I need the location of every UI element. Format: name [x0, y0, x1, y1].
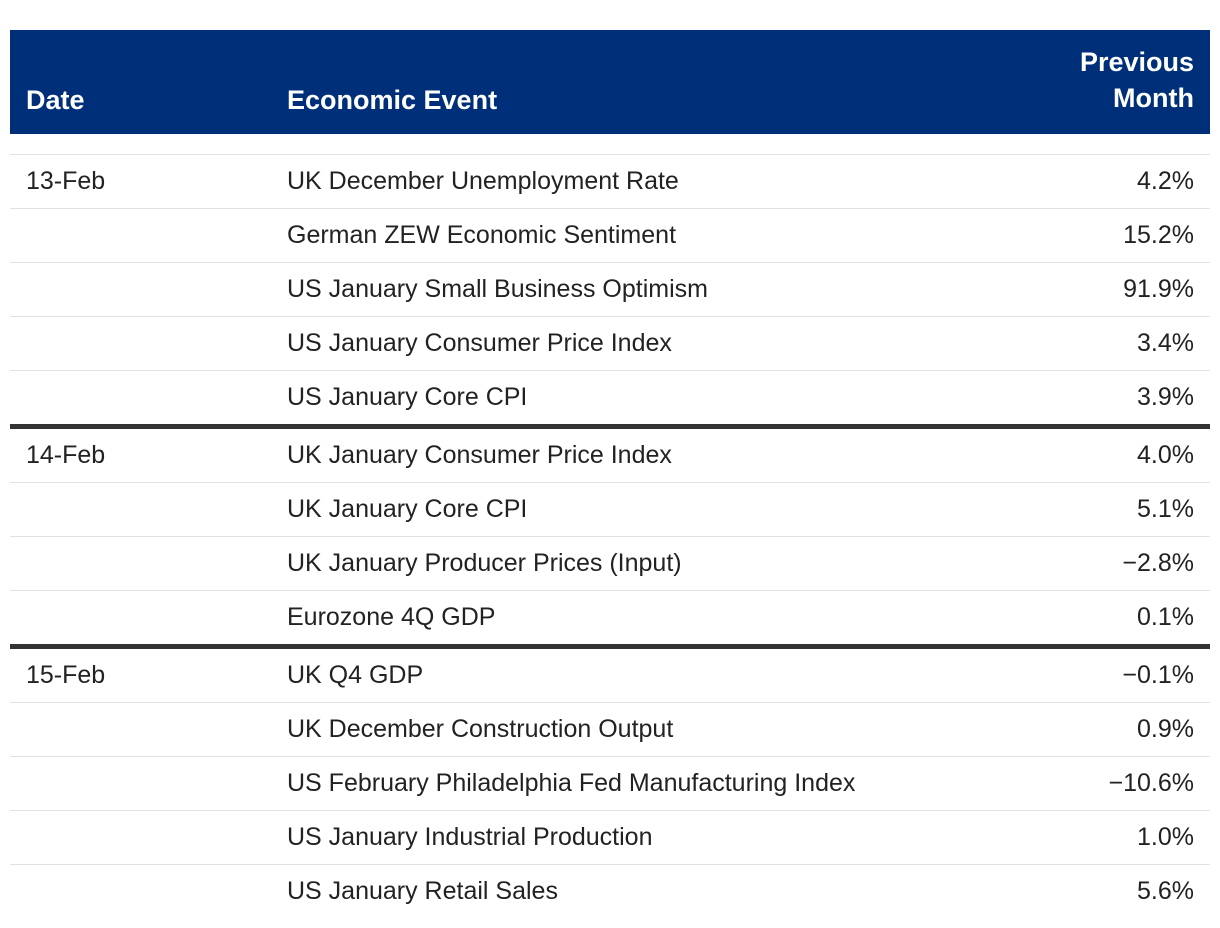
- header-economic-event: Economic Event: [287, 85, 498, 115]
- row-event: German ZEW Economic Sentiment: [287, 221, 677, 249]
- table-row: US January Core CPI 3.9%: [10, 371, 1210, 424]
- row-previous-value: 0.1%: [1137, 603, 1194, 631]
- row-event: US January Core CPI: [287, 383, 528, 411]
- table-row: 14-Feb UK January Consumer Price Index 4…: [10, 429, 1210, 483]
- row-previous-value: 4.2%: [1137, 167, 1194, 195]
- row-previous-value: 91.9%: [1123, 275, 1194, 303]
- table-row: Eurozone 4Q GDP 0.1%: [10, 591, 1210, 644]
- table-row: US January Industrial Production 1.0%: [10, 811, 1210, 865]
- table-row: German ZEW Economic Sentiment 15.2%: [10, 209, 1210, 263]
- row-event: Eurozone 4Q GDP: [287, 603, 496, 631]
- row-previous-value: 3.4%: [1137, 329, 1194, 357]
- economic-calendar-table: Date Economic Event Previous Month 13-Fe…: [10, 30, 1210, 918]
- header-previous-line2: Month: [1113, 83, 1194, 113]
- table-row: US February Philadelphia Fed Manufacturi…: [10, 757, 1210, 811]
- row-event: US January Small Business Optimism: [287, 275, 708, 303]
- row-previous-value: 3.9%: [1137, 383, 1194, 411]
- row-event: UK January Consumer Price Index: [287, 441, 672, 469]
- table-row: US January Retail Sales 5.6%: [10, 865, 1210, 918]
- header-date: Date: [26, 85, 85, 115]
- date-group-15-feb: 15-Feb UK Q4 GDP −0.1% UK December Const…: [10, 644, 1210, 918]
- row-event: UK Q4 GDP: [287, 661, 424, 689]
- table-row: US January Small Business Optimism 91.9%: [10, 263, 1210, 317]
- table-row: UK January Core CPI 5.1%: [10, 483, 1210, 537]
- row-event: UK December Construction Output: [287, 715, 674, 743]
- date-group-14-feb: 14-Feb UK January Consumer Price Index 4…: [10, 424, 1210, 644]
- date-group-13-feb: 13-Feb UK December Unemployment Rate 4.2…: [10, 155, 1210, 424]
- header-previous-line1: Previous: [1079, 47, 1194, 77]
- table-header: Date Economic Event Previous Month: [10, 30, 1210, 134]
- row-date: 14-Feb: [26, 441, 106, 469]
- table-row: 13-Feb UK December Unemployment Rate 4.2…: [10, 155, 1210, 209]
- row-previous-value: 5.6%: [1137, 877, 1194, 905]
- row-event: UK January Producer Prices (Input): [287, 549, 682, 577]
- row-event: US January Industrial Production: [287, 823, 653, 851]
- header-previous-month: Previous Month: [1080, 44, 1194, 116]
- row-date: 13-Feb: [26, 167, 106, 195]
- row-previous-value: 5.1%: [1137, 495, 1194, 523]
- row-previous-value: −10.6%: [1108, 769, 1195, 797]
- row-event: UK December Unemployment Rate: [287, 167, 679, 195]
- row-previous-value: 4.0%: [1137, 441, 1194, 469]
- table-row: 15-Feb UK Q4 GDP −0.1%: [10, 649, 1210, 703]
- row-previous-value: 1.0%: [1137, 823, 1194, 851]
- table-row: US January Consumer Price Index 3.4%: [10, 317, 1210, 371]
- row-event: US January Retail Sales: [287, 877, 558, 905]
- row-event: UK January Core CPI: [287, 495, 528, 523]
- header-spacer: [10, 134, 1210, 155]
- row-previous-value: 0.9%: [1137, 715, 1194, 743]
- row-previous-value: −2.8%: [1122, 549, 1194, 577]
- row-previous-value: −0.1%: [1122, 661, 1194, 689]
- table-row: UK January Producer Prices (Input) −2.8%: [10, 537, 1210, 591]
- row-previous-value: 15.2%: [1123, 221, 1194, 249]
- row-event: US January Consumer Price Index: [287, 329, 672, 357]
- row-date: 15-Feb: [26, 661, 106, 689]
- row-event: US February Philadelphia Fed Manufacturi…: [287, 769, 856, 797]
- table-row: UK December Construction Output 0.9%: [10, 703, 1210, 757]
